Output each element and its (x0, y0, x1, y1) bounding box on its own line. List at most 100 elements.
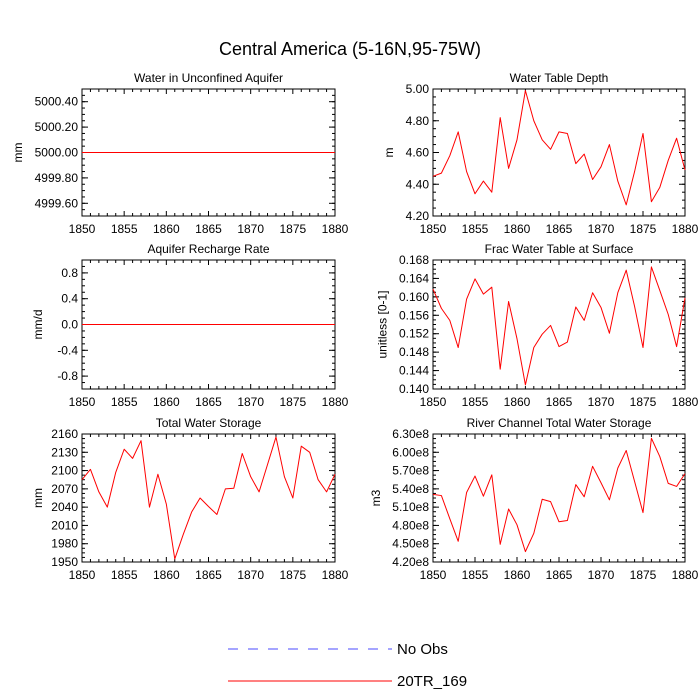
x-tick-label: 1875 (630, 222, 657, 236)
series-line-20tr-169-frac-water-table-at-surface (432, 266, 686, 386)
y-tick-label: 5.00 (406, 82, 430, 96)
x-tick-label: 1880 (322, 395, 349, 409)
x-tick-label: 1870 (237, 222, 264, 236)
x-tick-label: 1875 (630, 568, 657, 582)
y-tick-label: 2160 (51, 427, 78, 441)
x-tick-label: 1875 (279, 222, 306, 236)
x-tick-label: 1870 (588, 395, 615, 409)
x-tick-label: 1865 (546, 568, 573, 582)
panel-title-water-table-depth: Water Table Depth (510, 71, 609, 85)
y-axis-label-water-in-unconfined-aquifer: mm (11, 143, 25, 163)
x-tick-label: 1855 (462, 568, 489, 582)
x-tick-label: 1850 (420, 222, 447, 236)
panel-title-aquifer-recharge-rate: Aquifer Recharge Rate (147, 242, 269, 256)
x-tick-label: 1870 (237, 568, 264, 582)
y-tick-label: 0.168 (399, 253, 429, 267)
x-tick-label: 1860 (153, 395, 180, 409)
series-line-20tr-169-total-water-storage (81, 436, 336, 560)
y-tick-label: 4.80e8 (392, 518, 429, 532)
legend-label-20tr-169: 20TR_169 (397, 673, 467, 690)
x-tick-label: 1850 (69, 222, 96, 236)
panel-title-river-channel-total-water-storage: River Channel Total Water Storage (467, 416, 652, 430)
y-axis-label-frac-water-table-at-surface: unitless [0-1] (376, 290, 390, 358)
series-line-20tr-169-river-channel-total-water-storage (432, 437, 686, 553)
y-tick-label: 4999.80 (35, 171, 79, 185)
y-tick-label: 4.50e8 (392, 537, 429, 551)
y-axis-label-total-water-storage: mm (31, 488, 45, 508)
y-tick-label: 5.40e8 (392, 482, 429, 496)
plot-frame-river-channel-total-water-storage (432, 433, 686, 563)
y-tick-label: 0.144 (399, 364, 429, 378)
panel-title-water-in-unconfined-aquifer: Water in Unconfined Aquifer (134, 71, 283, 85)
panel-title-frac-water-table-at-surface: Frac Water Table at Surface (485, 242, 634, 256)
panel-title-total-water-storage: Total Water Storage (156, 416, 262, 430)
plot-frame-total-water-storage (81, 433, 336, 563)
x-tick-label: 1855 (462, 222, 489, 236)
x-tick-label: 1850 (69, 568, 96, 582)
x-tick-label: 1850 (69, 395, 96, 409)
x-tick-label: 1865 (546, 395, 573, 409)
y-tick-label: 4.80 (406, 114, 430, 128)
x-tick-label: 1865 (546, 222, 573, 236)
x-tick-label: 1850 (420, 395, 447, 409)
y-tick-label: 0.148 (399, 345, 429, 359)
x-tick-label: 1860 (153, 222, 180, 236)
x-tick-label: 1860 (504, 222, 531, 236)
y-axis-label-river-channel-total-water-storage: m3 (369, 489, 383, 506)
panel-river-channel-total-water-storage: River Channel Total Water Storage 1850 185… (369, 416, 699, 582)
x-tick-label: 1855 (111, 222, 138, 236)
y-tick-label: 5.10e8 (392, 500, 429, 514)
x-tick-label: 1850 (420, 568, 447, 582)
y-tick-label: 1980 (51, 537, 78, 551)
x-tick-label: 1880 (672, 568, 699, 582)
figure-title: Central America (5-16N,95-75W) (219, 39, 481, 59)
y-tick-label: 5000.40 (35, 95, 79, 109)
legend: No Obs 20TR_169 (228, 641, 467, 690)
series-line-20tr-169-water-table-depth (432, 90, 686, 206)
x-tick-label: 1855 (111, 568, 138, 582)
x-tick-label: 1870 (588, 568, 615, 582)
x-tick-label: 1870 (237, 395, 264, 409)
x-tick-label: 1865 (195, 568, 222, 582)
x-tick-label: 1875 (279, 395, 306, 409)
y-tick-label: 4.60 (406, 146, 430, 160)
x-tick-label: 1855 (462, 395, 489, 409)
x-tick-label: 1865 (195, 222, 222, 236)
y-tick-label: 1950 (51, 555, 78, 569)
plot-frame-frac-water-table-at-surface (432, 259, 686, 390)
y-tick-label: 6.00e8 (392, 445, 429, 459)
y-tick-label: 2070 (51, 482, 78, 496)
panel-water-table-depth: Water Table Depth 1850 1855 1860 1865 1870 187… (382, 71, 698, 236)
y-tick-label: 2040 (51, 500, 78, 514)
y-tick-label: -0.8 (57, 369, 78, 383)
y-tick-label: 0.160 (399, 290, 429, 304)
panel-water-in-unconfined-aquifer: Water in Unconfined Aquifer 1850 1855 1860 1… (11, 71, 349, 236)
y-tick-label: 2130 (51, 445, 78, 459)
y-tick-label: 4999.60 (35, 196, 79, 210)
y-tick-label: 0.156 (399, 308, 429, 322)
y-tick-label: 2010 (51, 518, 78, 532)
y-tick-label: 0.164 (399, 271, 429, 285)
panel-aquifer-recharge-rate: Aquifer Recharge Rate 1850 1855 1860 1865 187… (31, 242, 348, 409)
x-tick-label: 1875 (279, 568, 306, 582)
y-tick-label: 0.8 (61, 266, 78, 280)
y-axis-label-aquifer-recharge-rate: mm/d (31, 310, 45, 340)
x-tick-label: 1870 (588, 222, 615, 236)
y-axis-label-water-table-depth: m (382, 148, 396, 158)
y-tick-label: 0.152 (399, 327, 429, 341)
y-tick-label: 2100 (51, 464, 78, 478)
y-tick-label: 4.20 (406, 209, 430, 223)
panel-total-water-storage: Total Water Storage 1850 1855 1860 1865 1870 1… (31, 416, 348, 582)
x-tick-label: 1860 (504, 568, 531, 582)
x-tick-label: 1865 (195, 395, 222, 409)
x-tick-label: 1860 (504, 395, 531, 409)
x-tick-label: 1855 (111, 395, 138, 409)
x-tick-label: 1880 (322, 568, 349, 582)
y-tick-label: 5.70e8 (392, 464, 429, 478)
x-tick-label: 1880 (672, 395, 699, 409)
panel-frac-water-table-at-surface: Frac Water Table at Surface 1850 1855 1860 1… (376, 242, 699, 409)
y-tick-label: 0.0 (61, 318, 78, 332)
plot-frame-water-table-depth (432, 88, 686, 217)
